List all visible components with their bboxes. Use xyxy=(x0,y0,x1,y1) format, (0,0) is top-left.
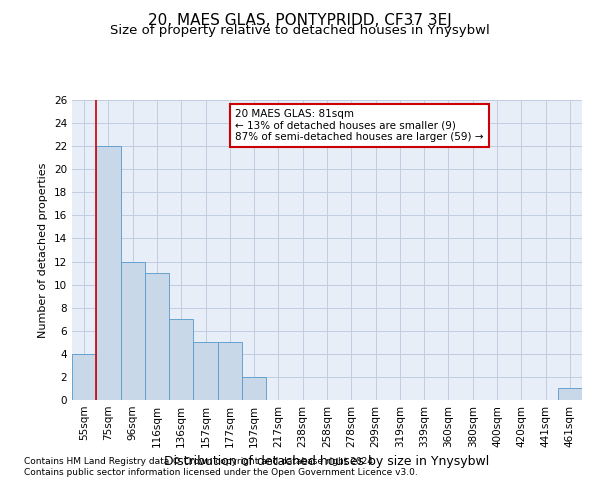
Bar xyxy=(193,342,218,400)
Text: Size of property relative to detached houses in Ynysybwl: Size of property relative to detached ho… xyxy=(110,24,490,37)
Bar xyxy=(96,146,121,400)
Text: 20, MAES GLAS, PONTYPRIDD, CF37 3EJ: 20, MAES GLAS, PONTYPRIDD, CF37 3EJ xyxy=(148,12,452,28)
X-axis label: Distribution of detached houses by size in Ynysybwl: Distribution of detached houses by size … xyxy=(164,456,490,468)
Bar xyxy=(218,342,242,400)
Bar xyxy=(558,388,582,400)
Bar xyxy=(169,319,193,400)
Bar xyxy=(145,273,169,400)
Bar xyxy=(242,377,266,400)
Text: Contains HM Land Registry data © Crown copyright and database right 2024.
Contai: Contains HM Land Registry data © Crown c… xyxy=(24,458,418,477)
Y-axis label: Number of detached properties: Number of detached properties xyxy=(38,162,49,338)
Text: 20 MAES GLAS: 81sqm
← 13% of detached houses are smaller (9)
87% of semi-detache: 20 MAES GLAS: 81sqm ← 13% of detached ho… xyxy=(235,109,484,142)
Bar xyxy=(72,354,96,400)
Bar xyxy=(121,262,145,400)
